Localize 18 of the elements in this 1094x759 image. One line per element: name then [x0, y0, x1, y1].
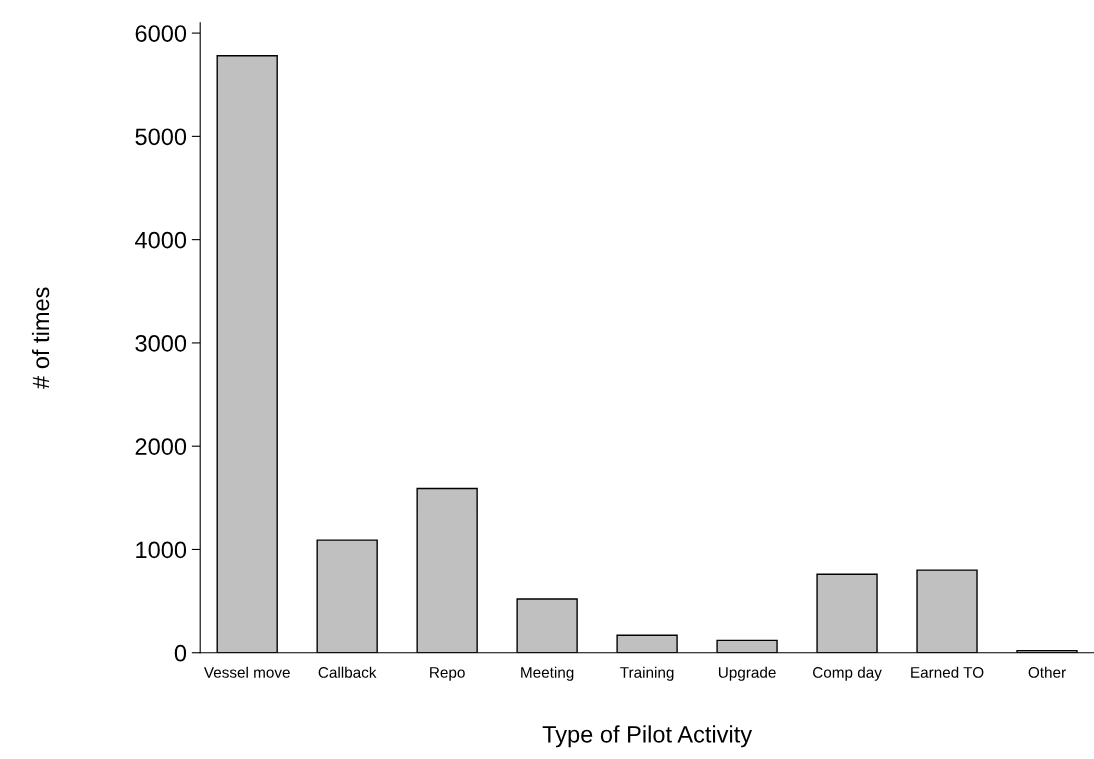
y-tick-label: 6000: [135, 25, 187, 42]
y-tick-label: 4000: [135, 231, 187, 249]
x-tick-label: Repo: [430, 667, 465, 681]
y-tick-label: 2000: [135, 438, 187, 455]
x-tick-label: Callback: [318, 666, 377, 678]
y-tick-label: 1000: [136, 541, 187, 559]
x-axis-title: Type of Pilot Activity: [542, 725, 753, 748]
y-axis-title: # of times: [31, 287, 50, 389]
x-tick-label: Other: [1028, 666, 1066, 678]
x-tick-label: Upgrade: [718, 666, 776, 681]
x-tick-label: Comp day: [813, 666, 882, 681]
y-tick-label: 0: [174, 644, 187, 662]
x-tick-label: Training: [620, 666, 674, 681]
x-tick-label: Vessel move: [203, 666, 290, 678]
x-tick-label: Earned TO: [911, 666, 984, 678]
y-tick-label: 3000: [135, 334, 187, 352]
x-tick-label: Meeting: [521, 666, 574, 681]
y-tick-label: 5000: [135, 128, 187, 146]
